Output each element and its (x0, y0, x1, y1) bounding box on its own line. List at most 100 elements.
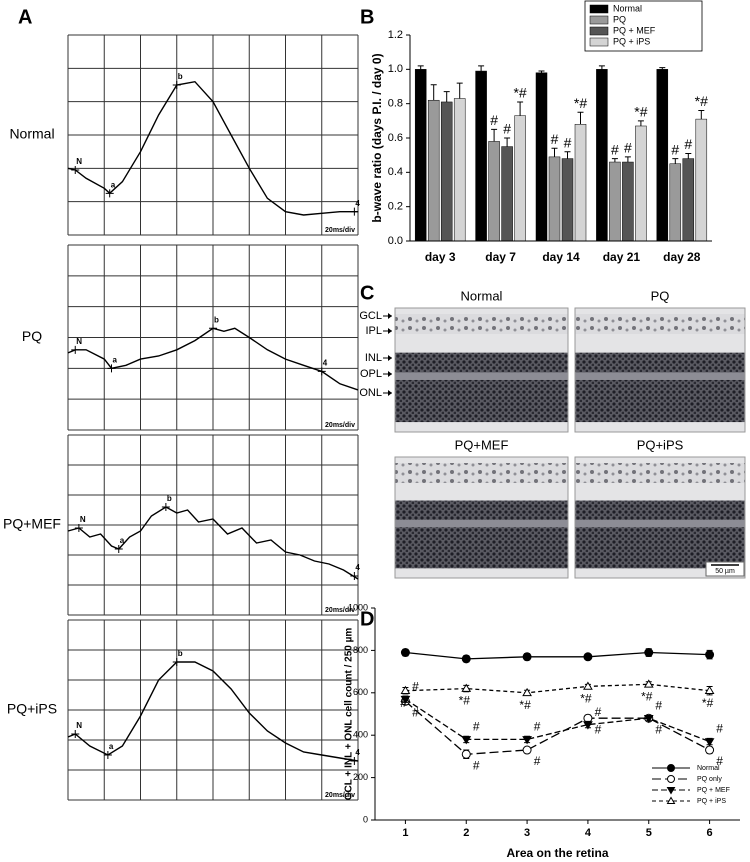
scale-bar-label: 50 µm (715, 568, 735, 575)
scale-label: 20ms/div (325, 607, 355, 614)
trace-marker-label: N (76, 337, 82, 346)
x-axis-title: Area on the retina (506, 846, 608, 860)
bar (609, 161, 621, 242)
point (522, 745, 532, 755)
x-tick-label: 2 (463, 827, 469, 839)
panel-label: B (360, 6, 374, 28)
trace-marker-label: b (178, 72, 183, 81)
significance-label: *# (519, 698, 531, 712)
inner-nuclear-layer (395, 352, 568, 373)
trace-marker (71, 345, 80, 354)
inner-nuclear-layer (575, 500, 745, 520)
error-bar (672, 158, 679, 164)
point (704, 738, 715, 747)
legend-label: Normal (613, 3, 642, 13)
image-title: PQ (651, 288, 670, 303)
point (400, 648, 410, 658)
trace-marker (71, 730, 80, 738)
significance-label: *# (702, 696, 714, 710)
outer-plexiform-layer (575, 519, 745, 528)
y-tick-label: 0.6 (388, 132, 403, 144)
point (643, 679, 654, 688)
trace-marker-label: a (109, 742, 114, 751)
point (461, 683, 472, 692)
outer-nuclear-layer (575, 527, 745, 569)
significance-label: *# (695, 93, 708, 109)
y-tick-label: 1.2 (388, 29, 403, 41)
significance-label: *# (459, 694, 471, 708)
layer-label: GCL (359, 310, 382, 322)
image-title: PQ+iPS (637, 437, 684, 452)
ganglion-layer (575, 463, 745, 483)
point (705, 745, 715, 755)
ganglion-layer (395, 314, 568, 334)
significance-label: *# (513, 85, 526, 101)
error-bar (698, 110, 705, 120)
significance-label: *# (580, 692, 592, 706)
legend-label: PQ (613, 14, 626, 24)
error-bar (577, 111, 584, 125)
significance-label: # (624, 140, 632, 156)
significance-label: *# (634, 104, 647, 120)
trace-marker-label: N (80, 515, 86, 524)
significance-label: # (503, 121, 511, 137)
legend-swatch (589, 26, 609, 36)
x-tick-label: day 14 (542, 250, 580, 264)
error-bar (611, 158, 618, 163)
legend-marker (666, 796, 676, 804)
panel-label: C (360, 282, 374, 304)
bar (596, 69, 608, 242)
bar (635, 125, 647, 242)
scale-label: 20ms/div (325, 227, 355, 234)
trace-marker (317, 367, 326, 376)
trace-marker (350, 572, 359, 580)
point (704, 685, 715, 694)
series-line (405, 683, 710, 694)
y-axis-title: b-wave ratio (days P.I. / day 0) (370, 53, 384, 222)
error-bar (685, 152, 692, 159)
row-label: Normal (9, 126, 54, 142)
point (522, 736, 532, 745)
bar (514, 115, 526, 242)
panel-label: D (360, 608, 374, 630)
trace-marker (161, 503, 170, 511)
trace-marker (107, 364, 116, 373)
layer-arrowhead (388, 328, 392, 334)
series-line (405, 698, 710, 743)
series-line (404, 700, 710, 755)
point (644, 648, 654, 658)
x-tick-label: day 21 (603, 250, 641, 264)
error-bar (637, 120, 644, 126)
erg-trace (67, 506, 359, 580)
legend-swatch (589, 4, 609, 14)
axis-line (409, 35, 712, 242)
bar (535, 72, 548, 242)
bar (440, 101, 453, 242)
significance-label: # (684, 136, 692, 152)
row-label: PQ+iPS (7, 701, 57, 717)
error-bar (659, 67, 666, 70)
legend-swatch (589, 37, 609, 47)
inner-nuclear-layer (395, 500, 568, 520)
bar (475, 70, 487, 242)
point (583, 681, 593, 690)
significance-label: # (551, 131, 559, 147)
trace-marker (209, 324, 217, 333)
legend-label: PQ + MEF (697, 787, 730, 794)
y-tick-label: 1.0 (388, 63, 403, 75)
scale-label: 20ms/div (325, 422, 355, 429)
bar (488, 141, 500, 242)
trace-marker (71, 166, 80, 174)
y-tick-label: 1000 (348, 602, 368, 612)
y-tick-label: 400 (353, 730, 368, 740)
significance-label: # (671, 141, 679, 157)
bar (669, 163, 682, 242)
significance-label: # (655, 722, 662, 736)
significance-label: # (473, 720, 480, 734)
ganglion-layer (575, 314, 745, 334)
trace-marker (105, 189, 114, 198)
row-label: PQ+MEF (3, 516, 61, 532)
outer-plexiform-layer (395, 372, 568, 380)
legend-label: PQ only (697, 776, 722, 783)
bar (682, 158, 695, 242)
